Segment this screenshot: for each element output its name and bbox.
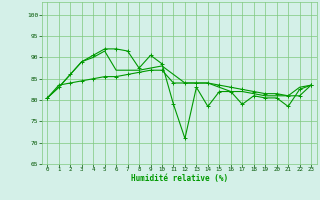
X-axis label: Humidité relative (%): Humidité relative (%) (131, 174, 228, 183)
